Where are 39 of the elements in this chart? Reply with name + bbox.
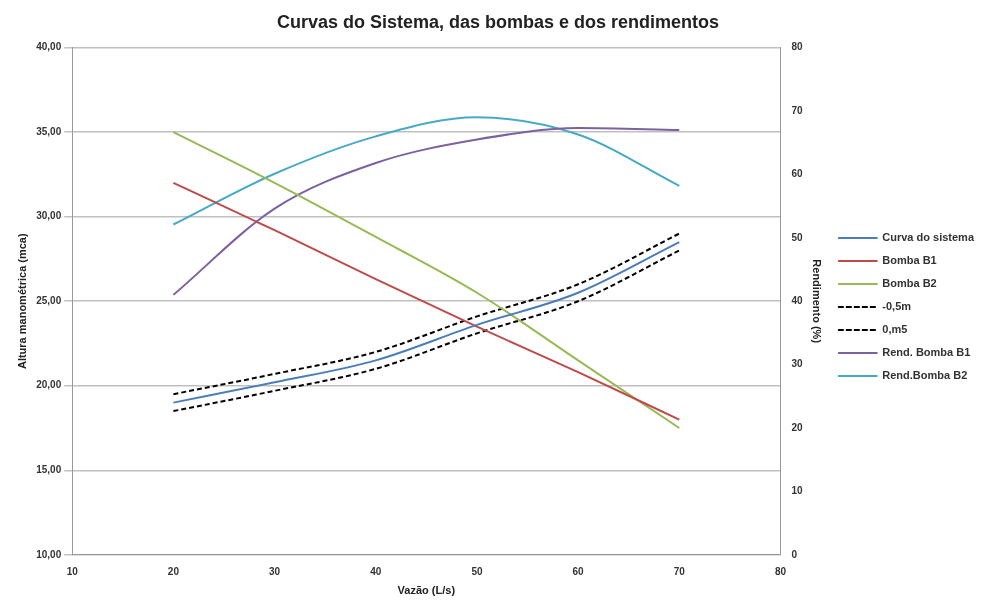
chart-title: Curvas do Sistema, das bombas e dos rendimentos <box>276 11 720 32</box>
y-tick-label: 10,00 <box>36 548 62 560</box>
legend-label: Bomba B2 <box>882 277 937 290</box>
x-tick-label: 10 <box>66 565 79 577</box>
y2-tick-label: 0 <box>791 548 798 560</box>
x-tick-label: 20 <box>167 565 180 577</box>
y-tick-label: 25,00 <box>36 294 62 306</box>
legend-label: Rend. Bomba B1 <box>882 346 971 359</box>
legend-label: 0,m5 <box>882 323 908 336</box>
y2-tick-label: 70 <box>791 104 804 116</box>
y-tick-label: 15,00 <box>36 464 62 476</box>
y-axis-title: Altura manométrica (mca) <box>15 233 28 370</box>
legend-label: Rend.Bomba B2 <box>882 369 968 382</box>
x-tick-label: 40 <box>370 565 382 577</box>
x-tick-label: 70 <box>673 565 686 577</box>
y2-tick-label: 30 <box>791 358 804 370</box>
x-tick-label: 30 <box>269 565 281 577</box>
legend-label: Bomba B1 <box>882 254 937 267</box>
line-series <box>172 181 681 421</box>
y2-tick-label: 50 <box>791 231 804 243</box>
y-tick-label: 20,00 <box>36 379 62 391</box>
x-tick-label: 50 <box>471 565 483 577</box>
y-tick-label: 35,00 <box>36 125 62 137</box>
y2-tick-label: 40 <box>791 294 804 306</box>
line-series <box>172 116 681 226</box>
y2-tick-label: 60 <box>791 168 804 180</box>
x-tick-label: 80 <box>774 565 787 577</box>
y2-tick-label: 10 <box>791 485 804 497</box>
line-series <box>172 127 681 296</box>
line-series <box>172 131 681 429</box>
legend-label: -0,5m <box>882 300 912 313</box>
y-tick-label: 30,00 <box>36 210 62 222</box>
x-axis-title: Vazão (L/s) <box>397 584 456 597</box>
y2-axis-title: Rendimento (%) <box>811 259 824 344</box>
y2-tick-label: 20 <box>791 421 804 433</box>
y2-tick-label: 80 <box>791 41 804 53</box>
x-tick-label: 60 <box>572 565 585 577</box>
y-tick-label: 40,00 <box>36 41 62 53</box>
legend-label: Curva do sistema <box>882 231 975 244</box>
